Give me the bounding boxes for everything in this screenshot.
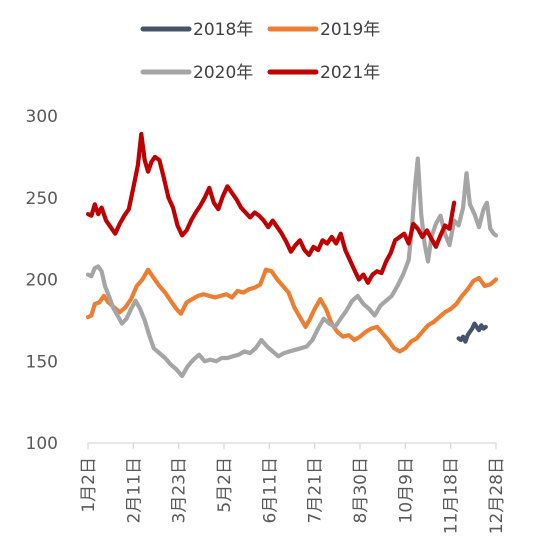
x-tick-label-7: 10月9日 <box>396 457 416 523</box>
legend-item-2021: 2021年 <box>267 63 380 83</box>
y-tick-label-200: 200 <box>26 271 58 291</box>
legend-label-2018: 2018年 <box>193 20 253 40</box>
y-tick-label-150: 150 <box>26 352 58 372</box>
y-tick-label-250: 250 <box>26 189 58 209</box>
legend-item-2019: 2019年 <box>267 20 380 40</box>
x-tick-label-3: 5月2日 <box>215 457 235 513</box>
x-axis: 1月2日 2月11日 3月23日 5月2日 6月11日 7月21日 8月30日 10月9日 11… <box>79 442 507 534</box>
x-tick-label-5: 7月21日 <box>306 457 326 523</box>
legend-label-2021: 2021年 <box>320 63 380 83</box>
series-line-2 <box>85 156 499 379</box>
x-tick-label-0: 1月2日 <box>79 457 99 513</box>
x-tick-label-4: 6月11日 <box>260 457 280 523</box>
x-tick-label-8: 11月18日 <box>442 457 462 534</box>
legend-label-2020: 2020年 <box>193 63 253 83</box>
legend-item-2018: 2018年 <box>140 20 253 40</box>
series-layer <box>85 131 499 379</box>
y-tick-label-100: 100 <box>26 434 58 454</box>
series-line-0 <box>456 321 488 344</box>
series-line-1 <box>85 267 499 354</box>
legend-item-2020: 2020年 <box>140 63 253 83</box>
series-line-3 <box>85 131 457 285</box>
x-tick-label-6: 8月30日 <box>351 457 371 523</box>
x-tick-label-1: 2月11日 <box>124 457 144 523</box>
legend: 2018年 2019年 2020年 2021年 <box>140 20 380 83</box>
y-tick-label-300: 300 <box>26 107 58 127</box>
x-tick-label-9: 12月28日 <box>487 457 507 534</box>
y-axis: 100 150 200 250 300 <box>26 107 58 454</box>
legend-label-2019: 2019年 <box>320 20 380 40</box>
x-tick-label-2: 3月23日 <box>170 457 190 523</box>
